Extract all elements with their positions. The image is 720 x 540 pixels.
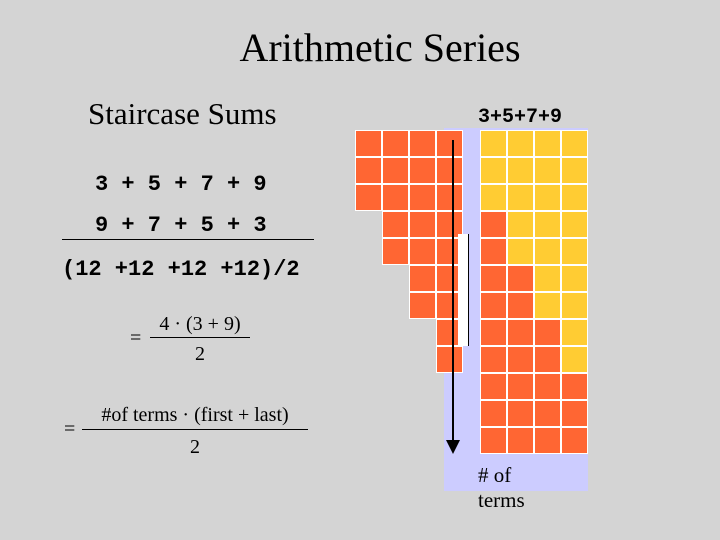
yellow-block xyxy=(561,265,588,292)
fraction-denominator: 2 xyxy=(195,343,205,365)
slide-title: Arithmetic Series xyxy=(239,25,521,70)
fraction-bar xyxy=(82,429,308,430)
terms-axis-label: # of terms xyxy=(478,463,525,512)
left-stair-block xyxy=(436,211,463,238)
left-stair-block xyxy=(409,130,436,157)
orange-block xyxy=(480,292,507,319)
yellow-block xyxy=(534,238,561,265)
fraction-general: = #of terms · (first + last) 2 xyxy=(64,404,314,464)
yellow-block xyxy=(507,130,534,157)
fraction-numerator: #of terms · (first + last) xyxy=(101,404,289,426)
orange-block xyxy=(561,373,588,400)
orange-block xyxy=(507,400,534,427)
yellow-block xyxy=(561,238,588,265)
yellow-block xyxy=(561,319,588,346)
yellow-block xyxy=(561,130,588,157)
terms-arrow-shaft xyxy=(452,140,454,445)
orange-block xyxy=(507,292,534,319)
left-stair-block xyxy=(355,130,382,157)
left-stair-block xyxy=(436,184,463,211)
equals-sign: = xyxy=(130,327,142,349)
yellow-block xyxy=(561,346,588,373)
paired-sum-line: (12 +12 +12 +12)/2 xyxy=(62,257,300,282)
yellow-block xyxy=(561,292,588,319)
left-stair-block xyxy=(436,346,463,373)
yellow-block xyxy=(507,211,534,238)
orange-block xyxy=(480,265,507,292)
yellow-block xyxy=(507,157,534,184)
orange-block xyxy=(480,211,507,238)
orange-block xyxy=(561,400,588,427)
yellow-block xyxy=(561,184,588,211)
series-line-reverse: 9 + 7 + 5 + 3 xyxy=(95,213,267,238)
orange-block xyxy=(480,400,507,427)
left-stair-block xyxy=(409,265,436,292)
left-stair-block xyxy=(382,157,409,184)
left-stair-block xyxy=(436,157,463,184)
orange-block xyxy=(480,238,507,265)
left-stair-block xyxy=(409,157,436,184)
orange-block xyxy=(507,427,534,454)
orange-block xyxy=(534,400,561,427)
yellow-block xyxy=(507,238,534,265)
fraction-denominator: 2 xyxy=(190,436,200,458)
yellow-block xyxy=(534,157,561,184)
orange-block xyxy=(507,265,534,292)
yellow-block xyxy=(561,157,588,184)
orange-block xyxy=(480,427,507,454)
left-stair-block xyxy=(409,184,436,211)
left-stair-block xyxy=(436,130,463,157)
yellow-block xyxy=(534,292,561,319)
left-stair-block xyxy=(382,211,409,238)
orange-block xyxy=(561,427,588,454)
equals-sign: = xyxy=(64,418,76,440)
orange-block xyxy=(480,373,507,400)
yellow-block xyxy=(534,130,561,157)
column-divider-highlight xyxy=(458,234,469,346)
yellow-block xyxy=(480,157,507,184)
sum-label: 3+5+7+9 xyxy=(478,106,563,129)
orange-block xyxy=(480,346,507,373)
orange-block xyxy=(480,319,507,346)
slide-subtitle: Staircase Sums xyxy=(88,96,277,131)
left-stair-block xyxy=(382,130,409,157)
left-stair-block xyxy=(409,238,436,265)
yellow-block xyxy=(534,265,561,292)
yellow-block xyxy=(480,184,507,211)
left-stair-block xyxy=(355,184,382,211)
orange-block xyxy=(507,346,534,373)
left-stair-block xyxy=(409,292,436,319)
left-stair-block xyxy=(355,157,382,184)
fraction-specific: = 4 · (3 + 9) 2 xyxy=(130,313,250,373)
orange-block xyxy=(534,319,561,346)
fraction-bar xyxy=(150,337,250,338)
series-line-forward: 3 + 5 + 7 + 9 xyxy=(95,172,267,197)
yellow-block xyxy=(507,184,534,211)
fraction-numerator: 4 · (3 + 9) xyxy=(159,313,241,335)
yellow-block xyxy=(534,184,561,211)
orange-block xyxy=(507,373,534,400)
yellow-block xyxy=(561,211,588,238)
orange-block xyxy=(534,427,561,454)
orange-block xyxy=(507,319,534,346)
orange-block xyxy=(534,346,561,373)
down-arrow-icon xyxy=(446,440,460,454)
orange-block xyxy=(534,373,561,400)
yellow-block xyxy=(480,130,507,157)
yellow-block xyxy=(534,211,561,238)
sum-underline xyxy=(62,239,314,240)
left-stair-block xyxy=(409,211,436,238)
left-stair-block xyxy=(382,238,409,265)
left-stair-block xyxy=(382,184,409,211)
